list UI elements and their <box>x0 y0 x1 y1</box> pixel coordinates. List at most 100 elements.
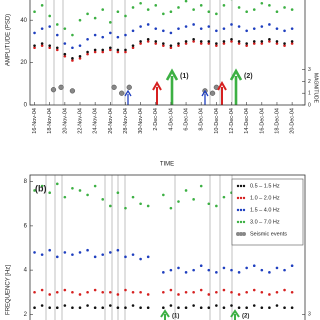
point <box>252 42 256 45</box>
point <box>237 271 241 274</box>
x-tick-label: 26-Nov-04 <box>108 108 114 134</box>
point <box>177 293 180 296</box>
point <box>162 29 165 33</box>
point <box>268 293 271 296</box>
arrow <box>160 309 170 320</box>
legend-swatch <box>242 232 246 236</box>
point <box>33 251 36 254</box>
point <box>131 253 135 256</box>
point <box>146 40 150 43</box>
point <box>290 306 294 310</box>
point <box>199 306 203 310</box>
point <box>252 264 256 267</box>
x-tick-label: 18-Dec-04 <box>274 108 280 134</box>
point <box>101 48 105 52</box>
x-tick-label: 2-Dec-04 <box>153 108 159 131</box>
point <box>40 44 44 47</box>
point <box>55 290 59 294</box>
legend-swatch <box>236 208 240 212</box>
legend-swatch <box>236 232 240 236</box>
point <box>245 306 248 310</box>
point <box>283 268 286 272</box>
point <box>192 37 195 41</box>
point <box>199 27 203 30</box>
legend-swatch <box>242 184 246 188</box>
point <box>222 266 226 270</box>
point <box>230 290 233 294</box>
point <box>207 306 211 310</box>
point <box>71 59 74 62</box>
point <box>207 42 211 45</box>
point <box>252 40 256 43</box>
point <box>63 42 67 45</box>
point <box>78 293 82 296</box>
legend-swatch <box>242 220 246 224</box>
point <box>184 290 188 294</box>
point <box>162 193 165 197</box>
point <box>199 264 203 267</box>
point <box>146 293 150 296</box>
point <box>109 204 112 208</box>
y-tick-label: 2 <box>24 312 28 318</box>
arrow <box>201 89 209 105</box>
legend-swatch <box>239 196 243 200</box>
point <box>124 14 127 18</box>
point <box>78 251 82 254</box>
point <box>71 46 74 50</box>
point <box>146 255 150 259</box>
point <box>268 23 271 26</box>
x-tick-label: 20-Nov-04 <box>62 108 68 134</box>
point <box>169 31 173 35</box>
legend-swatch <box>239 184 243 188</box>
point <box>131 46 135 50</box>
point <box>222 4 226 7</box>
point <box>93 16 97 20</box>
point <box>116 293 120 296</box>
point <box>55 255 59 259</box>
point <box>33 46 36 50</box>
point <box>109 304 112 307</box>
point <box>260 40 264 43</box>
point <box>124 33 127 37</box>
point <box>93 288 97 292</box>
legend-swatch <box>236 196 240 200</box>
x-tick-label: 14-Dec-04 <box>244 108 250 134</box>
point <box>169 288 173 292</box>
point <box>63 54 67 58</box>
point <box>154 27 158 30</box>
point <box>207 40 211 43</box>
point <box>199 40 203 43</box>
x-tick-label: 18-Nov-04 <box>47 108 53 134</box>
y-tick-label: 6 <box>24 223 28 229</box>
point <box>86 50 89 54</box>
point <box>207 10 211 14</box>
point <box>169 304 173 307</box>
point <box>275 27 279 30</box>
point <box>283 288 286 292</box>
point <box>40 42 44 45</box>
point <box>162 12 165 16</box>
point <box>260 290 264 294</box>
legend-label: 1.0 – 2.0 Hz <box>250 195 280 201</box>
point <box>116 248 120 252</box>
point <box>162 290 165 294</box>
point <box>222 27 226 30</box>
y-tick-label: 8 <box>24 179 28 185</box>
point <box>237 306 241 310</box>
point <box>245 42 248 45</box>
point <box>63 288 67 292</box>
point <box>131 29 135 33</box>
point <box>184 25 188 28</box>
x-tick-label: 10-Dec-04 <box>214 108 220 134</box>
point <box>184 189 188 192</box>
point <box>124 206 127 210</box>
point <box>86 248 89 252</box>
point <box>78 44 82 47</box>
point <box>245 290 248 294</box>
arrow <box>230 309 240 320</box>
point <box>139 1 142 5</box>
point <box>78 54 82 58</box>
event-lines-b <box>45 175 233 320</box>
point <box>86 290 89 294</box>
x-tick-label: 16-Nov-04 <box>32 108 38 134</box>
